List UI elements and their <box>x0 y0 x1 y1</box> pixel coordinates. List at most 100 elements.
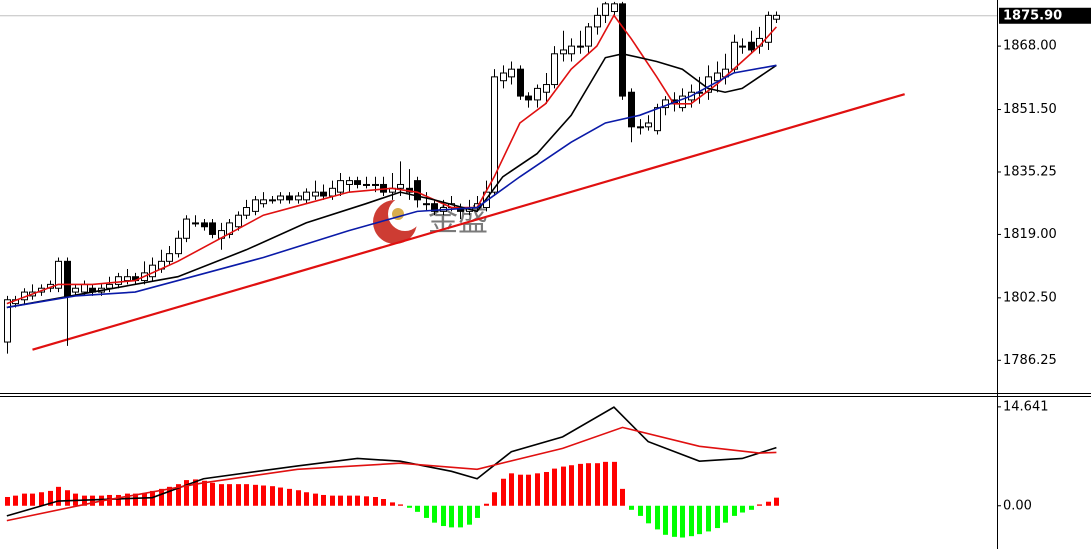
histogram-bar <box>167 486 172 506</box>
histogram-bar <box>227 484 232 506</box>
candle-body <box>252 199 259 212</box>
candle-body <box>731 41 738 70</box>
histogram-bar <box>689 505 694 537</box>
candle-body <box>577 45 584 48</box>
line-series <box>6 406 777 517</box>
candle-body <box>235 214 242 228</box>
histogram-bar <box>65 490 70 506</box>
candle-body <box>64 260 71 297</box>
candle-body <box>72 287 79 293</box>
histogram-bar <box>30 493 35 506</box>
candle-body <box>637 126 644 129</box>
candle-body <box>55 260 62 289</box>
y-tick-label: 1868.00 <box>1003 39 1057 54</box>
candle-body <box>269 199 276 202</box>
candle-body <box>773 14 780 20</box>
histogram-bar <box>492 492 497 506</box>
histogram-bar <box>595 463 600 506</box>
histogram-bar <box>620 488 625 506</box>
histogram-bar <box>715 505 720 529</box>
histogram-bar <box>116 494 121 506</box>
y-tick-label: 1819.00 <box>1003 227 1057 242</box>
y-tick-label: 1851.50 <box>1003 102 1057 117</box>
line-series <box>6 426 777 522</box>
candle-body <box>226 222 233 235</box>
histogram-bar <box>740 505 745 513</box>
candle-body <box>568 45 575 55</box>
histogram-bar <box>484 503 489 506</box>
histogram-bar <box>347 495 352 506</box>
histogram-bar <box>774 497 779 506</box>
y-tick-label: 1835.25 <box>1003 164 1057 179</box>
histogram-bar <box>39 492 44 506</box>
candle-body <box>714 72 721 82</box>
candle-body <box>525 95 532 101</box>
histogram-bar <box>432 505 437 523</box>
histogram-bar <box>749 505 754 510</box>
histogram-bar <box>441 505 446 527</box>
histogram-bar <box>107 494 112 506</box>
histogram-bar <box>458 505 463 528</box>
candle-body <box>192 222 199 225</box>
candle-body <box>628 91 635 128</box>
histogram-bar <box>5 496 10 506</box>
candle-body <box>739 45 746 48</box>
histogram-bar <box>355 495 360 506</box>
histogram-bar <box>373 496 378 506</box>
histogram-bar <box>364 496 369 506</box>
candle-body <box>354 180 361 185</box>
histogram-bar <box>210 482 215 506</box>
candle-body <box>209 222 216 235</box>
candle-body <box>337 180 344 193</box>
candle-body <box>765 14 772 43</box>
histogram-bar <box>22 493 27 506</box>
candle-body <box>277 195 284 201</box>
candle-body <box>517 68 524 97</box>
candle-body <box>534 87 541 101</box>
histogram-bar <box>518 474 523 506</box>
histogram-bar <box>278 487 283 506</box>
histogram-bar <box>680 505 685 538</box>
candle-body <box>243 207 250 216</box>
candle-body <box>320 191 327 197</box>
candle-body <box>303 191 310 201</box>
candle-body <box>431 203 438 212</box>
histogram-bar <box>535 473 540 506</box>
histogram-bar <box>296 490 301 506</box>
candle-body <box>183 218 190 239</box>
candle-body <box>500 72 507 82</box>
candle-body <box>166 253 173 262</box>
histogram-bar <box>321 494 326 506</box>
histogram-bar <box>501 478 506 506</box>
histogram-bar <box>407 505 412 508</box>
histogram-bar <box>757 504 762 506</box>
candle-body <box>748 41 755 51</box>
histogram-bar <box>202 480 207 506</box>
candle-body <box>346 180 353 185</box>
candle-body <box>286 195 293 201</box>
candle-body <box>312 191 319 197</box>
histogram-bar <box>586 463 591 506</box>
histogram-bar <box>603 461 608 506</box>
histogram-bar <box>655 505 660 530</box>
candle-body <box>260 199 267 205</box>
y-tick-label: 14.641 <box>1003 399 1049 414</box>
histogram-bar <box>569 465 574 506</box>
histogram-bar <box>390 502 395 506</box>
histogram-bar <box>612 461 617 506</box>
histogram-bar <box>629 505 634 510</box>
histogram-bar <box>236 484 241 506</box>
histogram-bar <box>544 471 549 506</box>
y-tick-label: 0.00 <box>1003 498 1032 513</box>
histogram-bar <box>424 505 429 518</box>
y-tick-label: 1786.25 <box>1003 353 1057 368</box>
histogram-bar <box>244 484 249 506</box>
histogram-bar <box>732 505 737 516</box>
histogram-bar <box>330 495 335 506</box>
histogram-bar <box>697 505 702 535</box>
histogram-bar <box>90 495 95 506</box>
histogram-bar <box>270 486 275 506</box>
histogram-bar <box>467 505 472 525</box>
histogram-bar <box>338 495 343 506</box>
